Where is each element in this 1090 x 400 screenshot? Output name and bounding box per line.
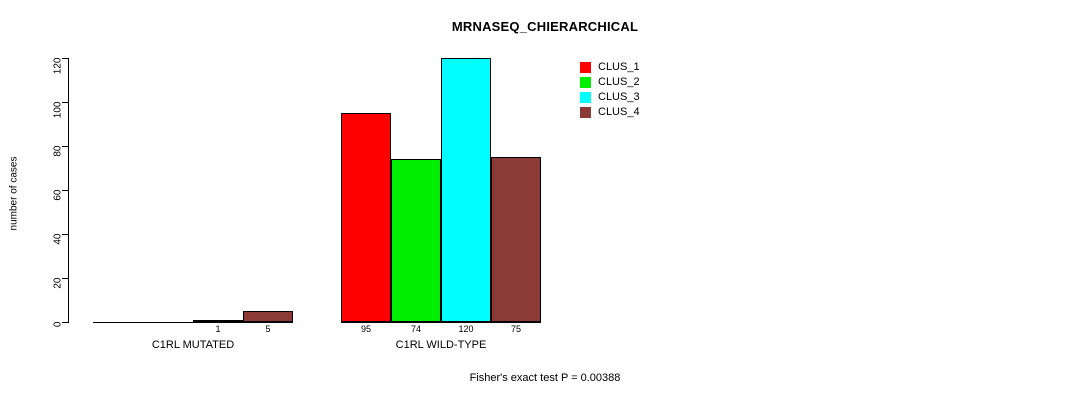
bar-value-label: 95 bbox=[360, 324, 371, 334]
statistical-annotation: Fisher's exact test P = 0.00388 bbox=[469, 372, 621, 384]
legend-swatch-icon bbox=[580, 92, 591, 103]
legend-swatch-icon bbox=[580, 62, 591, 73]
legend-item[interactable]: CLUS_2 bbox=[580, 75, 640, 90]
y-axis-tick-label: 120 bbox=[52, 57, 64, 75]
group-baseline bbox=[93, 322, 293, 323]
y-axis-tick bbox=[62, 278, 68, 279]
y-axis-tick-label: 100 bbox=[52, 101, 64, 119]
bar-value-label: 5 bbox=[265, 324, 271, 334]
y-axis-tick-label: 0 bbox=[52, 321, 64, 328]
y-axis-tick-label: 40 bbox=[52, 233, 64, 245]
legend-item[interactable]: CLUS_1 bbox=[580, 60, 640, 75]
y-axis-tick bbox=[62, 58, 68, 59]
bar[interactable] bbox=[193, 319, 243, 322]
legend-swatch-icon bbox=[580, 107, 591, 118]
y-axis-tick bbox=[62, 102, 68, 103]
bar[interactable] bbox=[341, 113, 391, 322]
bar[interactable] bbox=[491, 157, 541, 322]
y-axis-tick bbox=[62, 190, 68, 191]
bar-value-label: 120 bbox=[458, 324, 474, 334]
group-baseline bbox=[341, 322, 541, 323]
x-axis-group-label: C1RL WILD-TYPE bbox=[395, 339, 487, 351]
y-axis-tick-label: 80 bbox=[52, 145, 64, 157]
legend-item-label: CLUS_4 bbox=[598, 106, 640, 118]
legend-item[interactable]: CLUS_3 bbox=[580, 90, 640, 105]
bar-value-label: 1 bbox=[215, 324, 221, 334]
bar-value-label: 74 bbox=[410, 324, 421, 334]
legend-item[interactable]: CLUS_4 bbox=[580, 105, 640, 120]
bar-value-label: 75 bbox=[510, 324, 521, 334]
bar[interactable] bbox=[441, 58, 491, 322]
bar[interactable] bbox=[391, 159, 441, 322]
y-axis-tick bbox=[62, 322, 68, 323]
y-axis-line bbox=[68, 58, 69, 323]
chart-legend: CLUS_1 CLUS_2 CLUS_3 CLUS_4 bbox=[580, 60, 640, 120]
legend-swatch-icon bbox=[580, 77, 591, 88]
chart-title: MRNASEQ_CHIERARCHICAL bbox=[451, 19, 639, 34]
bar[interactable] bbox=[243, 311, 293, 322]
legend-item-label: CLUS_1 bbox=[598, 61, 640, 73]
legend-item-label: CLUS_2 bbox=[598, 76, 640, 88]
y-axis-title: number of cases bbox=[8, 156, 20, 231]
y-axis-tick bbox=[62, 234, 68, 235]
x-axis-group-label: C1RL MUTATED bbox=[151, 339, 235, 351]
legend-item-label: CLUS_3 bbox=[598, 91, 640, 103]
y-axis-tick bbox=[62, 146, 68, 147]
y-axis-tick-label: 60 bbox=[52, 189, 64, 201]
y-axis-tick-label: 20 bbox=[52, 277, 64, 289]
